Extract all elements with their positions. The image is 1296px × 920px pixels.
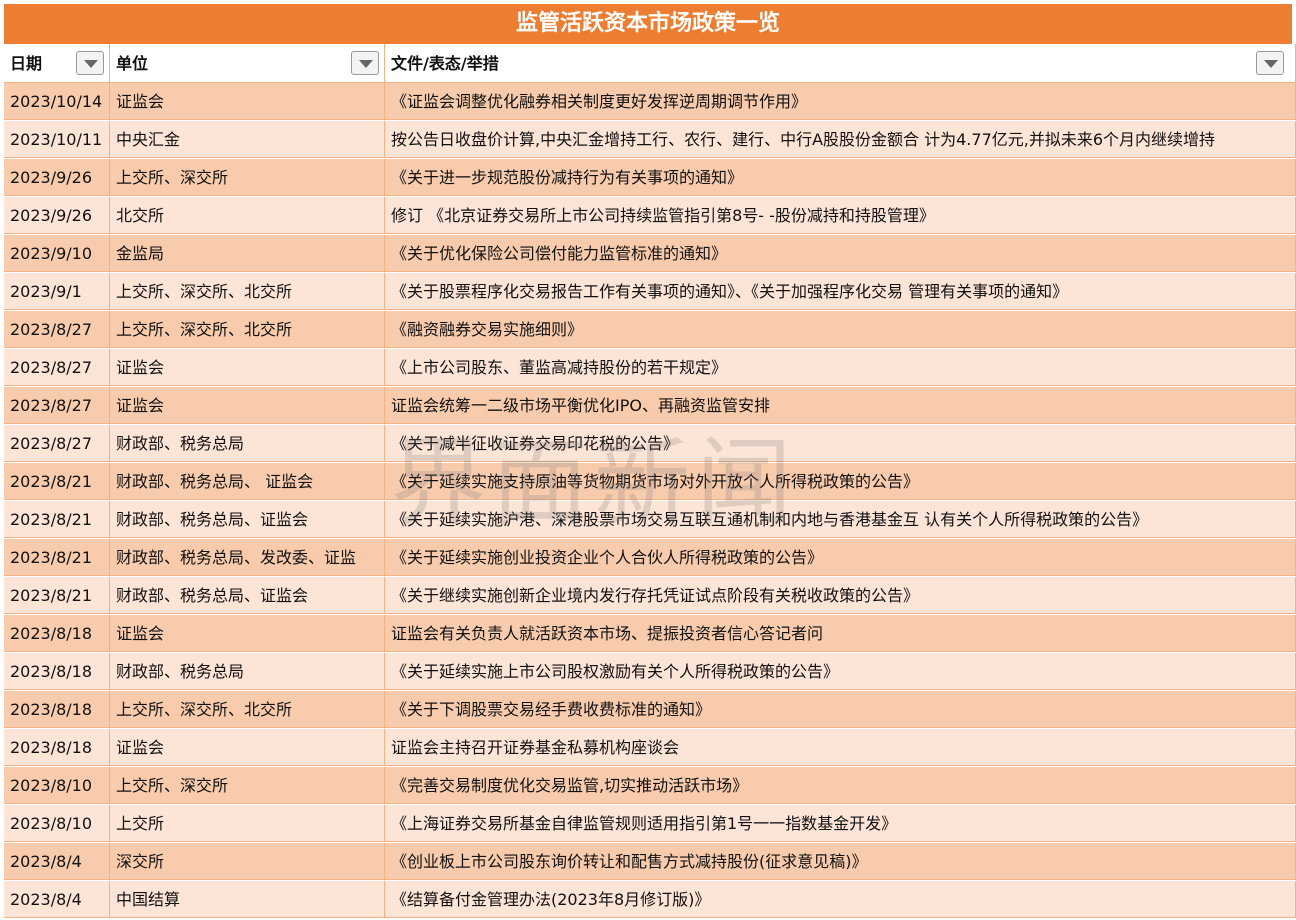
filter-button[interactable]	[351, 51, 379, 75]
table-row: 2023/9/26 上交所、深交所 《关于进一步规范股份减持行为有关事项的通知》	[4, 159, 1296, 197]
table-cell: 2023/8/21	[4, 539, 110, 576]
table-cell: 财政部、税务总局、 证监会	[110, 463, 385, 500]
table-row: 2023/8/27 财政部、税务总局 《关于减半征收证券交易印花税的公告》	[4, 425, 1296, 463]
table-cell: 上交所、深交所	[110, 159, 385, 196]
filter-button[interactable]	[76, 51, 104, 75]
table-cell: 《关于进一步规范股份减持行为有关事项的通知》	[385, 159, 1296, 196]
table-cell: 《完善交易制度优化交易监管,切实推动活跃市场》	[385, 767, 1296, 804]
table-cell: 2023/8/18	[4, 691, 110, 728]
table-cell: 证监会	[110, 349, 385, 386]
table-cell: 2023/8/18	[4, 615, 110, 652]
table-cell: 证监会	[110, 615, 385, 652]
table-cell: 证监会	[110, 83, 385, 120]
table-row: 2023/8/10 上交所 《上海证券交易所基金自律监管规则适用指引第1号一一指数基…	[4, 805, 1296, 843]
sheet-title: 监管活跃资本市场政策一览	[4, 4, 1292, 44]
table-cell: 《上海证券交易所基金自律监管规则适用指引第1号一一指数基金开发》	[385, 805, 1296, 842]
table-row: 2023/8/21 财政部、税务总局、证监会 《关于继续实施创新企业境内发行存托凭证…	[4, 577, 1296, 615]
table-cell: 《创业板上市公司股东询价转让和配售方式减持股份(征求意见稿)》	[385, 843, 1296, 880]
table-row: 2023/8/4 深交所 《创业板上市公司股东询价转让和配售方式减持股份(征求意见稿…	[4, 843, 1296, 881]
table-cell: 2023/8/27	[4, 311, 110, 348]
table-cell: 《关于下调股票交易经手费收费标准的通知》	[385, 691, 1296, 728]
table-cell: 中国结算	[110, 881, 385, 918]
table-cell: 财政部、税务总局	[110, 425, 385, 462]
table-cell: 2023/9/10	[4, 235, 110, 272]
table-row: 2023/10/11 中央汇金 按公告日收盘价计算,中央汇金增持工行、农行、建行、中…	[4, 121, 1296, 159]
table-cell: 上交所、深交所、北交所	[110, 691, 385, 728]
table-cell: 《证监会调整优化融券相关制度更好发挥逆周期调节作用》	[385, 83, 1296, 120]
table-row: 2023/9/26 北交所 修订 《北京证券交易所上市公司持续监管指引第8号- -股…	[4, 197, 1296, 235]
table-cell: 《关于延续实施沪港、深港股票市场交易互联互通机制和内地与香港基金互 认有关个人所…	[385, 501, 1296, 538]
header-cell: 文件/表态/举措	[385, 44, 1296, 83]
table-cell: 证监会	[110, 729, 385, 766]
table-row: 2023/8/21 财政部、税务总局、 证监会 《关于延续实施支持原油等货物期货市场…	[4, 463, 1296, 501]
table-cell: 《关于延续实施支持原油等货物期货市场对外开放个人所得税政策的公告》	[385, 463, 1296, 500]
table-cell: 金监局	[110, 235, 385, 272]
table-row: 2023/9/10 金监局 《关于优化保险公司偿付能力监管标准的通知》	[4, 235, 1296, 273]
table-cell: 按公告日收盘价计算,中央汇金增持工行、农行、建行、中行A股股份金额合 计为4.7…	[385, 121, 1296, 158]
table-cell: 证监会有关负责人就活跃资本市场、提振投资者信心答记者问	[385, 615, 1296, 652]
header-row: 日期 单位 文件/表态/举措	[4, 44, 1296, 83]
table-row: 2023/10/14 证监会 《证监会调整优化融券相关制度更好发挥逆周期调节作用》	[4, 83, 1296, 121]
table-cell: 2023/8/10	[4, 767, 110, 804]
table-row: 2023/8/4 中国结算 《结算备付金管理办法(2023年8月修订版)》	[4, 881, 1296, 919]
table-row: 2023/8/21 财政部、税务总局、证监会 《关于延续实施沪港、深港股票市场交易互…	[4, 501, 1296, 539]
table-row: 2023/8/27 证监会 《上市公司股东、董监高减持股份的若干规定》	[4, 349, 1296, 387]
table-cell: 2023/8/21	[4, 577, 110, 614]
table-row: 2023/8/18 证监会 证监会有关负责人就活跃资本市场、提振投资者信心答记者问	[4, 615, 1296, 653]
table-cell: 上交所、深交所、北交所	[110, 273, 385, 310]
table-row: 2023/8/18 上交所、深交所、北交所 《关于下调股票交易经手费收费标准的通知》	[4, 691, 1296, 729]
table-cell: 2023/8/18	[4, 653, 110, 690]
table-cell: 《关于股票程序化交易报告工作有关事项的通知》、《关于加强程序化交易 管理有关事项…	[385, 273, 1296, 310]
table-cell: 《上市公司股东、董监高减持股份的若干规定》	[385, 349, 1296, 386]
table-cell: 上交所、深交所、北交所	[110, 311, 385, 348]
table-cell: 财政部、税务总局、证监会	[110, 577, 385, 614]
table-cell: 上交所、深交所	[110, 767, 385, 804]
table-cell: 《关于继续实施创新企业境内发行存托凭证试点阶段有关税收政策的公告》	[385, 577, 1296, 614]
table-row: 2023/8/18 证监会 证监会主持召开证券基金私募机构座谈会	[4, 729, 1296, 767]
table-cell: 证监会主持召开证券基金私募机构座谈会	[385, 729, 1296, 766]
table-cell: 北交所	[110, 197, 385, 234]
table-cell: 2023/8/4	[4, 843, 110, 880]
table-cell: 《融资融券交易实施细则》	[385, 311, 1296, 348]
table-cell: 财政部、税务总局	[110, 653, 385, 690]
table-cell: 2023/8/27	[4, 425, 110, 462]
table-row: 2023/8/18 财政部、税务总局 《关于延续实施上市公司股权激励有关个人所得税政…	[4, 653, 1296, 691]
table-cell: 2023/8/21	[4, 463, 110, 500]
table-cell: 2023/8/18	[4, 729, 110, 766]
table-cell: 深交所	[110, 843, 385, 880]
table-cell: 证监会	[110, 387, 385, 424]
table-cell: 《结算备付金管理办法(2023年8月修订版)》	[385, 881, 1296, 918]
table-row: 2023/9/1 上交所、深交所、北交所 《关于股票程序化交易报告工作有关事项的通知…	[4, 273, 1296, 311]
table-row: 2023/8/21 财政部、税务总局、发改委、证监 《关于延续实施创业投资企业个人合…	[4, 539, 1296, 577]
header-cell: 单位	[110, 44, 385, 83]
table-cell: 2023/8/4	[4, 881, 110, 918]
table-cell: 2023/9/26	[4, 159, 110, 196]
table-cell: 2023/8/10	[4, 805, 110, 842]
filter-button[interactable]	[1256, 51, 1284, 75]
table-row: 2023/8/27 证监会 证监会统筹一二级市场平衡优化IPO、再融资监管安排	[4, 387, 1296, 425]
table-cell: 上交所	[110, 805, 385, 842]
table-cell: 证监会统筹一二级市场平衡优化IPO、再融资监管安排	[385, 387, 1296, 424]
table-cell: 《关于减半征收证券交易印花税的公告》	[385, 425, 1296, 462]
table-cell: 修订 《北京证券交易所上市公司持续监管指引第8号- -股份减持和持股管理》	[385, 197, 1296, 234]
table-cell: 《关于延续实施上市公司股权激励有关个人所得税政策的公告》	[385, 653, 1296, 690]
table-cell: 2023/9/26	[4, 197, 110, 234]
table-cell: 2023/10/11	[4, 121, 110, 158]
table-cell: 2023/8/21	[4, 501, 110, 538]
table-cell: 2023/8/27	[4, 387, 110, 424]
table-cell: 2023/8/27	[4, 349, 110, 386]
table-cell: 《关于优化保险公司偿付能力监管标准的通知》	[385, 235, 1296, 272]
table-cell: 《关于延续实施创业投资企业个人合伙人所得税政策的公告》	[385, 539, 1296, 576]
table-cell: 中央汇金	[110, 121, 385, 158]
table-cell: 2023/9/1	[4, 273, 110, 310]
table-cell: 2023/10/14	[4, 83, 110, 120]
table-row: 2023/8/27 上交所、深交所、北交所 《融资融券交易实施细则》	[4, 311, 1296, 349]
table-cell: 财政部、税务总局、证监会	[110, 501, 385, 538]
table-row: 2023/8/10 上交所、深交所 《完善交易制度优化交易监管,切实推动活跃市场》	[4, 767, 1296, 805]
table-cell: 财政部、税务总局、发改委、证监	[110, 539, 385, 576]
